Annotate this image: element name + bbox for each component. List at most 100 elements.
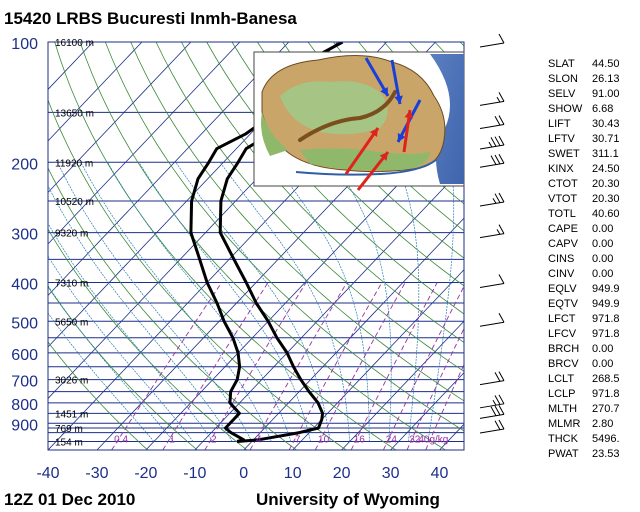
dry-adiabat	[155, 42, 464, 372]
dry-adiabat	[257, 42, 464, 259]
stat-value: 30.71	[592, 133, 620, 145]
y-tick-label: 200	[11, 156, 38, 173]
stat-row: EQLV 949.9	[548, 282, 638, 297]
wind-barb	[479, 274, 505, 289]
barb-feather	[498, 135, 505, 146]
arrow-head	[379, 152, 388, 161]
barb-shaft	[479, 100, 505, 106]
x-tick-label: -40	[36, 465, 59, 482]
mixing-ratio-lines	[111, 282, 464, 450]
height-label: 16100 m	[55, 38, 94, 49]
height-label: 3026 m	[55, 376, 88, 387]
stat-value: 971.8	[592, 313, 620, 325]
barb-shaft	[479, 283, 505, 289]
stat-row: SHOW 6.68	[548, 102, 638, 117]
stat-label: SLAT	[548, 58, 575, 70]
mixing-ratio-line	[162, 282, 269, 450]
sounding-time: 12Z 01 Dec 2010	[4, 490, 136, 509]
isotherm	[48, 42, 241, 245]
x-tick-label: -20	[134, 465, 157, 482]
barb-feather	[494, 136, 501, 146]
stat-value: 91.00	[592, 88, 620, 100]
stat-label: LCLT	[548, 373, 575, 385]
barb-feather	[494, 372, 501, 382]
stat-label: TOTL	[548, 208, 576, 220]
x-tick-label: 30	[382, 465, 400, 482]
stat-label: LFTV	[548, 133, 575, 145]
stat-value: 44.50	[592, 58, 620, 70]
moist-adiabat	[48, 255, 194, 442]
stat-value: 311.1	[592, 148, 619, 160]
y-tick-label: 300	[11, 227, 38, 244]
stat-row: EQTV 949.9	[548, 297, 638, 312]
stat-value: 0.00	[592, 238, 614, 250]
isotherm	[390, 372, 464, 450]
height-label: 11920 m	[55, 158, 93, 169]
stat-value: 26.13	[592, 73, 620, 85]
mixing-ratio-label: 40g/kg	[418, 435, 448, 446]
barb-feather	[494, 193, 501, 203]
wind-barb	[479, 115, 505, 130]
moist-adiabat	[396, 162, 420, 442]
transylvania-basin	[280, 81, 388, 135]
moist-adiabat	[427, 162, 455, 442]
wind-barb	[479, 419, 505, 434]
stat-value: 971.8	[592, 388, 620, 400]
mixing-ratio-label: 4	[256, 435, 262, 446]
stat-label: MLTH	[548, 403, 578, 415]
stat-row: LCLT 268.5	[548, 372, 638, 387]
barb-feather	[498, 154, 505, 164]
stat-label: PWAT	[548, 448, 579, 460]
danube-river	[295, 159, 437, 176]
inset-map	[253, 51, 465, 191]
barb-feather	[498, 192, 505, 203]
barb-shaft	[479, 380, 505, 386]
x-tick-label: 20	[333, 465, 351, 482]
stat-row: TOTL 40.60	[548, 207, 638, 222]
blue-airflow-arrow	[390, 59, 403, 105]
red-airflow-arrow	[344, 127, 380, 175]
barb-shaft	[479, 233, 505, 239]
barb-feather	[498, 405, 505, 415]
stat-row: VTOT 20.30	[548, 192, 638, 207]
moist-adiabat	[107, 162, 292, 442]
mixing-ratio-label: 1	[169, 435, 175, 446]
stat-label: CINV	[548, 268, 575, 280]
stat-label: SELV	[548, 88, 576, 100]
arrow-head	[394, 95, 403, 104]
stat-value: 0.00	[592, 343, 614, 355]
wind-barb	[479, 135, 505, 150]
arrow-head	[397, 133, 406, 142]
wind-barb	[479, 371, 505, 386]
dry-adiabat	[130, 42, 464, 402]
dry-adiabats	[48, 42, 464, 450]
mixing-ratio-line	[249, 282, 348, 450]
moist-adiabat	[272, 162, 370, 442]
stat-label: BRCV	[548, 358, 579, 370]
mixing-ratio-line	[382, 285, 464, 450]
stat-value: 0.00	[592, 358, 614, 370]
y-tick-label: 900	[11, 417, 38, 434]
stat-value: 6.68	[592, 103, 614, 115]
stat-label: CAPE	[548, 223, 578, 235]
barb-feather	[490, 155, 497, 165]
stat-row: SLON 26.13	[548, 72, 638, 87]
barb-feather	[490, 406, 497, 416]
isobars	[48, 42, 464, 443]
stat-value: 24.50	[592, 163, 620, 175]
dry-adiabat	[48, 167, 297, 450]
isotherm	[194, 166, 464, 450]
x-tick-label: -30	[85, 465, 108, 482]
isotherm	[341, 320, 464, 450]
western-plain	[261, 112, 288, 156]
stat-row: CAPV 0.00	[548, 237, 638, 252]
stat-row: CINS 0.00	[548, 252, 638, 267]
stat-label: EQLV	[548, 283, 577, 295]
x-tick-label: 40	[431, 465, 449, 482]
barb-feather	[498, 313, 505, 323]
isotherm	[243, 217, 464, 450]
dry-adiabat	[231, 42, 464, 287]
chart-title: 15420 LRBS Bucuresti Inmh-Banesa	[4, 9, 297, 28]
barb-feather	[498, 274, 505, 284]
